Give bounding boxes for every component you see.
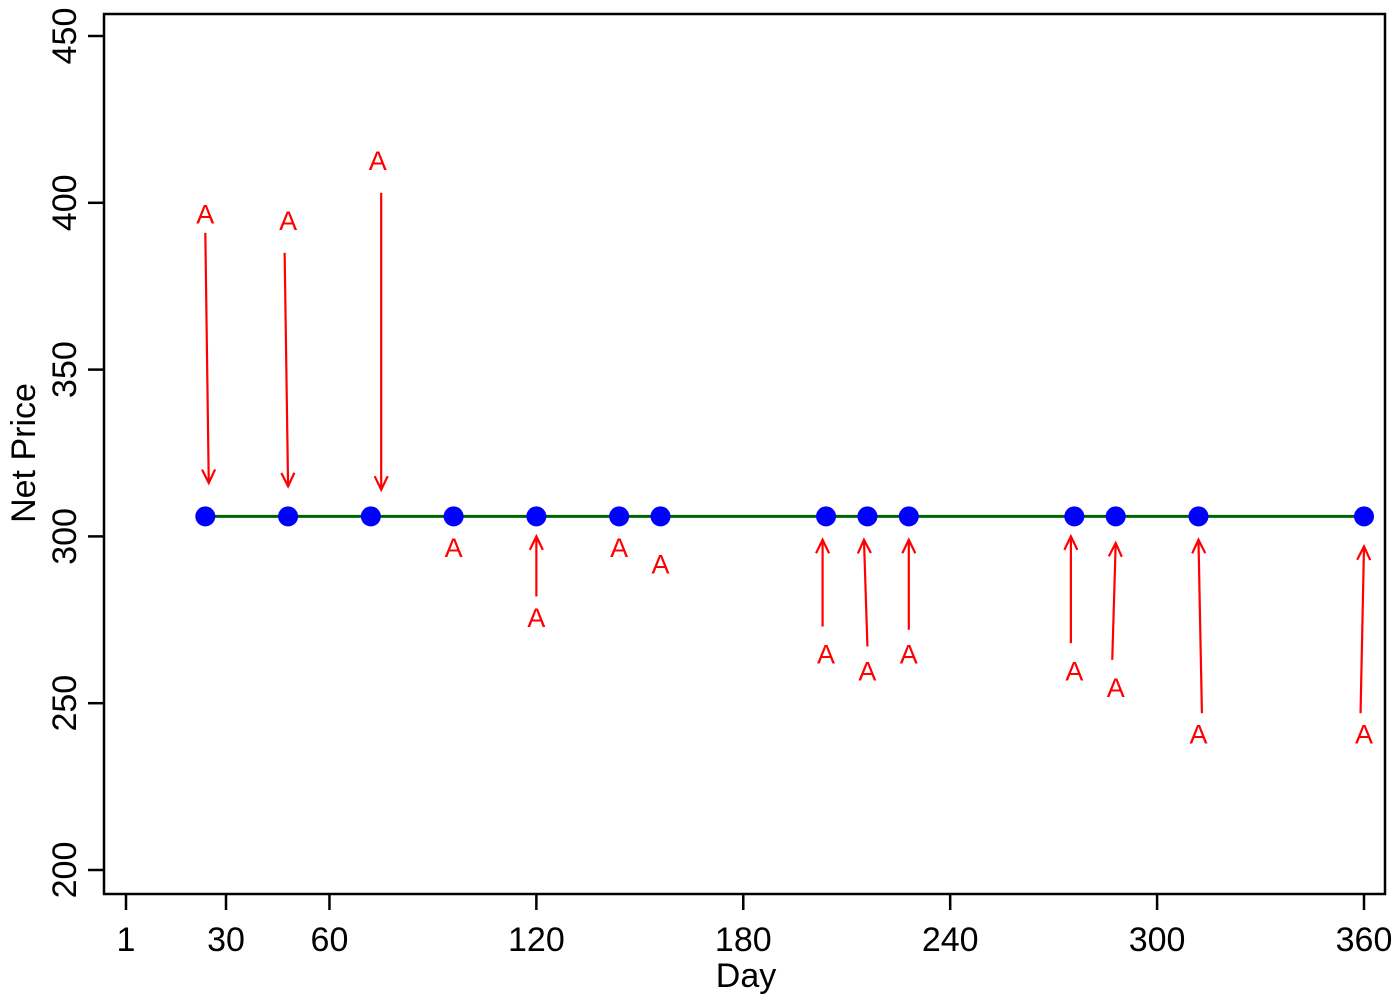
y-tick-label: 450 — [46, 8, 84, 65]
annotation-label: A — [1189, 720, 1207, 750]
annotation-label: A — [652, 550, 670, 580]
annotation-label: A — [610, 533, 628, 563]
data-points — [195, 506, 1374, 527]
x-axis: 1 30 60 120 180 240 300 360 — [117, 894, 1393, 959]
data-point — [816, 506, 837, 527]
annotation-arrow — [1356, 543, 1372, 714]
data-point — [443, 506, 464, 527]
annotation-label: A — [196, 199, 214, 229]
annotation-arrow — [1107, 540, 1123, 660]
annotation-arrow — [280, 252, 296, 489]
annotation-label: A — [1355, 720, 1373, 750]
x-tick-label: 1 — [117, 921, 136, 959]
y-axis-title: Net Price — [5, 383, 43, 523]
data-point — [278, 506, 299, 527]
annotation-label: A — [527, 603, 545, 633]
data-point — [360, 506, 381, 527]
y-tick-label: 350 — [46, 341, 84, 398]
annotation-label: A — [1107, 673, 1125, 703]
annotation-label: A — [1065, 656, 1083, 686]
data-point — [857, 506, 878, 527]
annotation-arrow — [901, 537, 917, 630]
y-tick-label: 200 — [46, 842, 84, 899]
annotation-arrow — [1063, 533, 1079, 644]
annotation-arrow — [856, 537, 872, 647]
y-axis: 200 250 300 350 400 450 — [46, 8, 104, 899]
x-tick-label: 180 — [715, 921, 772, 959]
annotation-label: A — [817, 640, 835, 670]
y-tick-label: 400 — [46, 174, 84, 231]
data-point — [1188, 506, 1209, 527]
data-point — [195, 506, 216, 527]
data-point — [1354, 506, 1374, 527]
x-tick-label: 360 — [1336, 921, 1393, 959]
y-tick-label: 250 — [46, 675, 84, 732]
annotation-label: A — [279, 206, 297, 236]
data-point — [526, 506, 547, 527]
annotation-arrows — [201, 192, 1372, 714]
annotation-arrow — [815, 537, 831, 627]
annotation-arrow — [373, 192, 389, 493]
data-point — [898, 506, 919, 527]
annotation-label: A — [858, 656, 876, 686]
x-tick-label: 30 — [207, 921, 245, 959]
annotation-label: A — [900, 640, 918, 670]
x-tick-label: 300 — [1129, 921, 1186, 959]
x-tick-label: 240 — [922, 921, 979, 959]
annotation-arrow — [1191, 537, 1207, 714]
annotation-label: A — [445, 533, 463, 563]
x-tick-label: 120 — [508, 921, 565, 959]
annotation-arrow — [201, 232, 217, 486]
x-tick-label: 60 — [311, 921, 349, 959]
data-point — [1105, 506, 1126, 527]
annotation-arrow — [528, 533, 544, 597]
y-tick-label: 300 — [46, 508, 84, 565]
x-axis-title: Day — [716, 957, 776, 995]
plot-frame — [102, 12, 1387, 896]
annotation-label: A — [369, 146, 387, 176]
data-point — [650, 506, 671, 527]
data-point — [609, 506, 630, 527]
data-point — [1064, 506, 1085, 527]
